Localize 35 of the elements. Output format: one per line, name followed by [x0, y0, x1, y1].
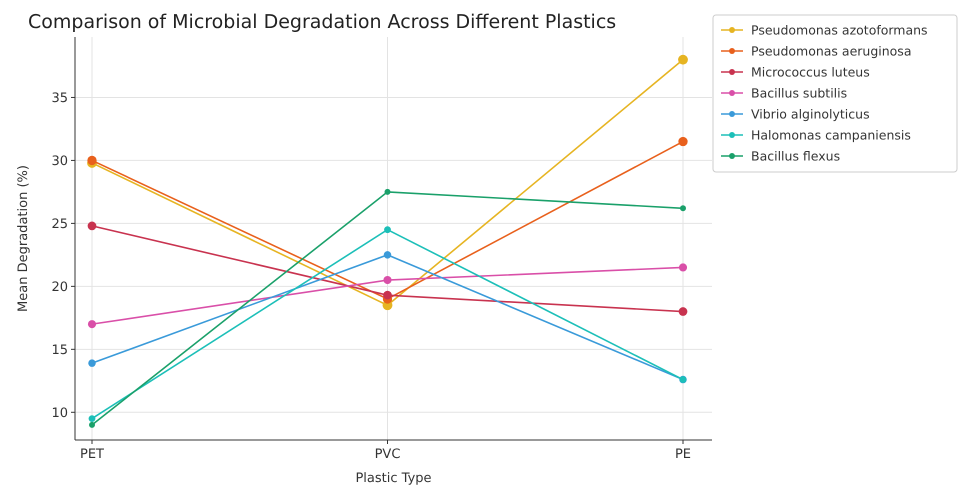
point	[678, 263, 688, 272]
point	[88, 320, 96, 328]
legend-label: Vibrio alginolyticus	[751, 106, 870, 122]
point	[88, 359, 96, 367]
legend-label: Micrococcus luteus	[751, 64, 870, 80]
point	[384, 188, 390, 195]
x-axis-title: Plastic Type	[355, 471, 432, 486]
point	[87, 156, 97, 166]
point	[678, 307, 688, 316]
point	[88, 222, 96, 230]
legend-label: Pseudomonas azotoformans	[751, 22, 928, 38]
y-axis-title: Mean Degradation (%)	[16, 165, 31, 312]
legend-label: Pseudomonas aeruginosa	[751, 43, 912, 58]
x-tick-label: PVC	[374, 447, 400, 462]
legend-label: Bacillus flexus	[751, 148, 840, 164]
y-tick-label: 35	[51, 91, 68, 106]
point	[383, 276, 392, 284]
y-tick-label: 10	[51, 406, 68, 421]
y-tick-label: 15	[51, 342, 68, 358]
chart-title: Comparison of Microbial Degradation Across Different Plastics	[28, 11, 616, 33]
point	[678, 136, 688, 146]
point	[89, 422, 95, 428]
y-tick-label: 20	[51, 280, 68, 295]
x-tick-label: PET	[80, 447, 104, 462]
point	[678, 54, 688, 65]
point	[383, 290, 392, 300]
point	[680, 205, 686, 212]
x-tick-label: PE	[674, 447, 692, 462]
y-tick-label: 30	[51, 154, 68, 169]
legend-label: Bacillus subtilis	[751, 85, 848, 100]
y-tick-label: 25	[51, 216, 68, 232]
point	[384, 251, 392, 259]
point	[384, 226, 391, 234]
point	[88, 415, 96, 422]
legend-label: Halomonas campaniensis	[751, 127, 911, 142]
